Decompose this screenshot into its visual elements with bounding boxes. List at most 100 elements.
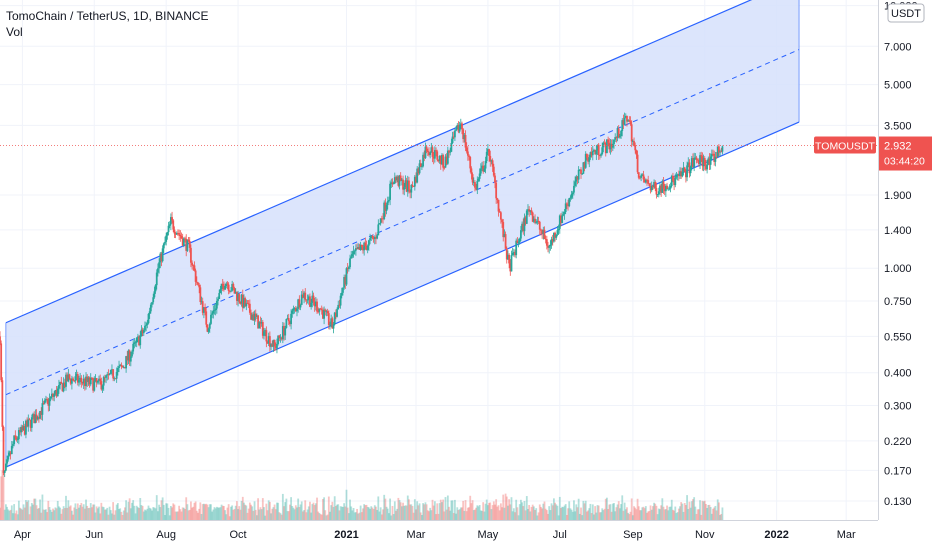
candle-body [607,139,610,143]
candle-body [115,372,118,379]
volume-bar [384,498,387,520]
time-tick-label: Oct [229,529,246,541]
volume-bar [113,514,116,520]
volume-bar [575,504,578,520]
currency-badge[interactable]: USDT [887,3,925,23]
candle-body [680,171,683,177]
candle-body [138,336,140,346]
volume-bar [259,507,262,520]
volume-bar [389,498,391,520]
volume-bar [479,510,482,520]
volume-bar [273,504,276,520]
candle-body [687,162,690,166]
volume-bar [454,499,456,520]
volume-bar [148,507,151,520]
candle-body [515,240,518,256]
candle-body [52,393,54,397]
volume-bar [504,493,507,520]
candle-body [250,312,252,320]
candle-body [146,323,149,325]
volume-bar [660,505,663,520]
volume-bar [191,507,193,520]
volume-bar [41,494,44,520]
candle-body [657,191,660,195]
volume-bar [94,512,97,520]
volume-bar [577,498,580,520]
volume-bar [564,504,567,520]
volume-bar [17,500,20,520]
volume-bar [659,509,661,520]
volume-bar [626,507,628,520]
volume-bar [330,505,333,520]
candle-body [626,116,628,122]
volume-bar [299,504,302,520]
volume-bar [608,504,611,520]
volume-bar [294,505,297,520]
candle-body [34,414,37,424]
volume-bar [182,507,185,520]
volume-bar [648,510,651,520]
candle-body [8,452,11,456]
candle-body [218,293,221,299]
candle-body [384,202,387,211]
candle-body [538,221,541,230]
volume-bar [551,505,554,520]
symbol-title[interactable]: TomoChain / TetherUS, 1D, BINANCE [6,9,209,23]
candle-body [25,420,27,435]
candle-body [470,168,473,175]
volume-bar [679,506,681,520]
volume-bar [563,505,566,520]
volume-bar [581,515,584,520]
candle-body [202,307,205,313]
volume-bar [654,503,657,520]
candle-body [567,204,569,207]
candle-body [421,166,423,168]
current-price-marker[interactable]: 2.932 03:44:20 [879,136,932,171]
candle-body [479,168,482,174]
candle-body [330,318,333,325]
volume-bar [136,507,139,520]
volume-bar [248,502,251,520]
volume-bar [87,508,90,520]
volume-bar [699,500,701,520]
candle-body [563,211,566,215]
candle-body [164,241,166,244]
candle-body [299,304,302,308]
currency-badge-box [887,3,925,23]
symbol-price-label[interactable]: TOMOUSDT [814,136,876,154]
candle-body [489,155,492,162]
volume-bar [610,511,613,520]
candle-body [455,129,457,131]
candle-body [133,342,136,344]
candle-body [502,222,505,238]
channel-lower-line[interactable] [5,121,800,468]
candle-body [32,414,34,418]
candle-body [50,393,53,397]
volume-bar [116,503,119,520]
candle-body [238,294,241,302]
volume-indicator-label[interactable]: Vol [6,25,23,39]
volume-bar [228,516,231,520]
candle-body [326,311,329,314]
price-axis[interactable]: 10.0007.0005.0003.5001.9001.4001.0000.75… [814,0,932,550]
volume-bar [177,511,179,520]
volume-bar [377,496,380,520]
candle-body [58,385,60,389]
candle-body [584,153,587,168]
volume-bar [426,510,429,520]
candle-body [199,287,202,303]
candle-body [37,416,40,419]
candle-body [517,242,520,243]
candle-body [710,153,713,157]
volume-bar [174,511,177,520]
volume-bar [451,500,454,520]
volume-bar [120,511,123,520]
time-axis[interactable]: Apr Jun Aug Oct 2021 Mar May Jul Sep Nov 2022 Mar [0,520,932,550]
channel-upper-line[interactable] [5,0,799,324]
volume-bar [412,512,415,520]
candle-body [675,175,678,178]
volume-bar [620,504,622,520]
volume-bar [598,512,601,520]
candle-body [49,396,52,399]
